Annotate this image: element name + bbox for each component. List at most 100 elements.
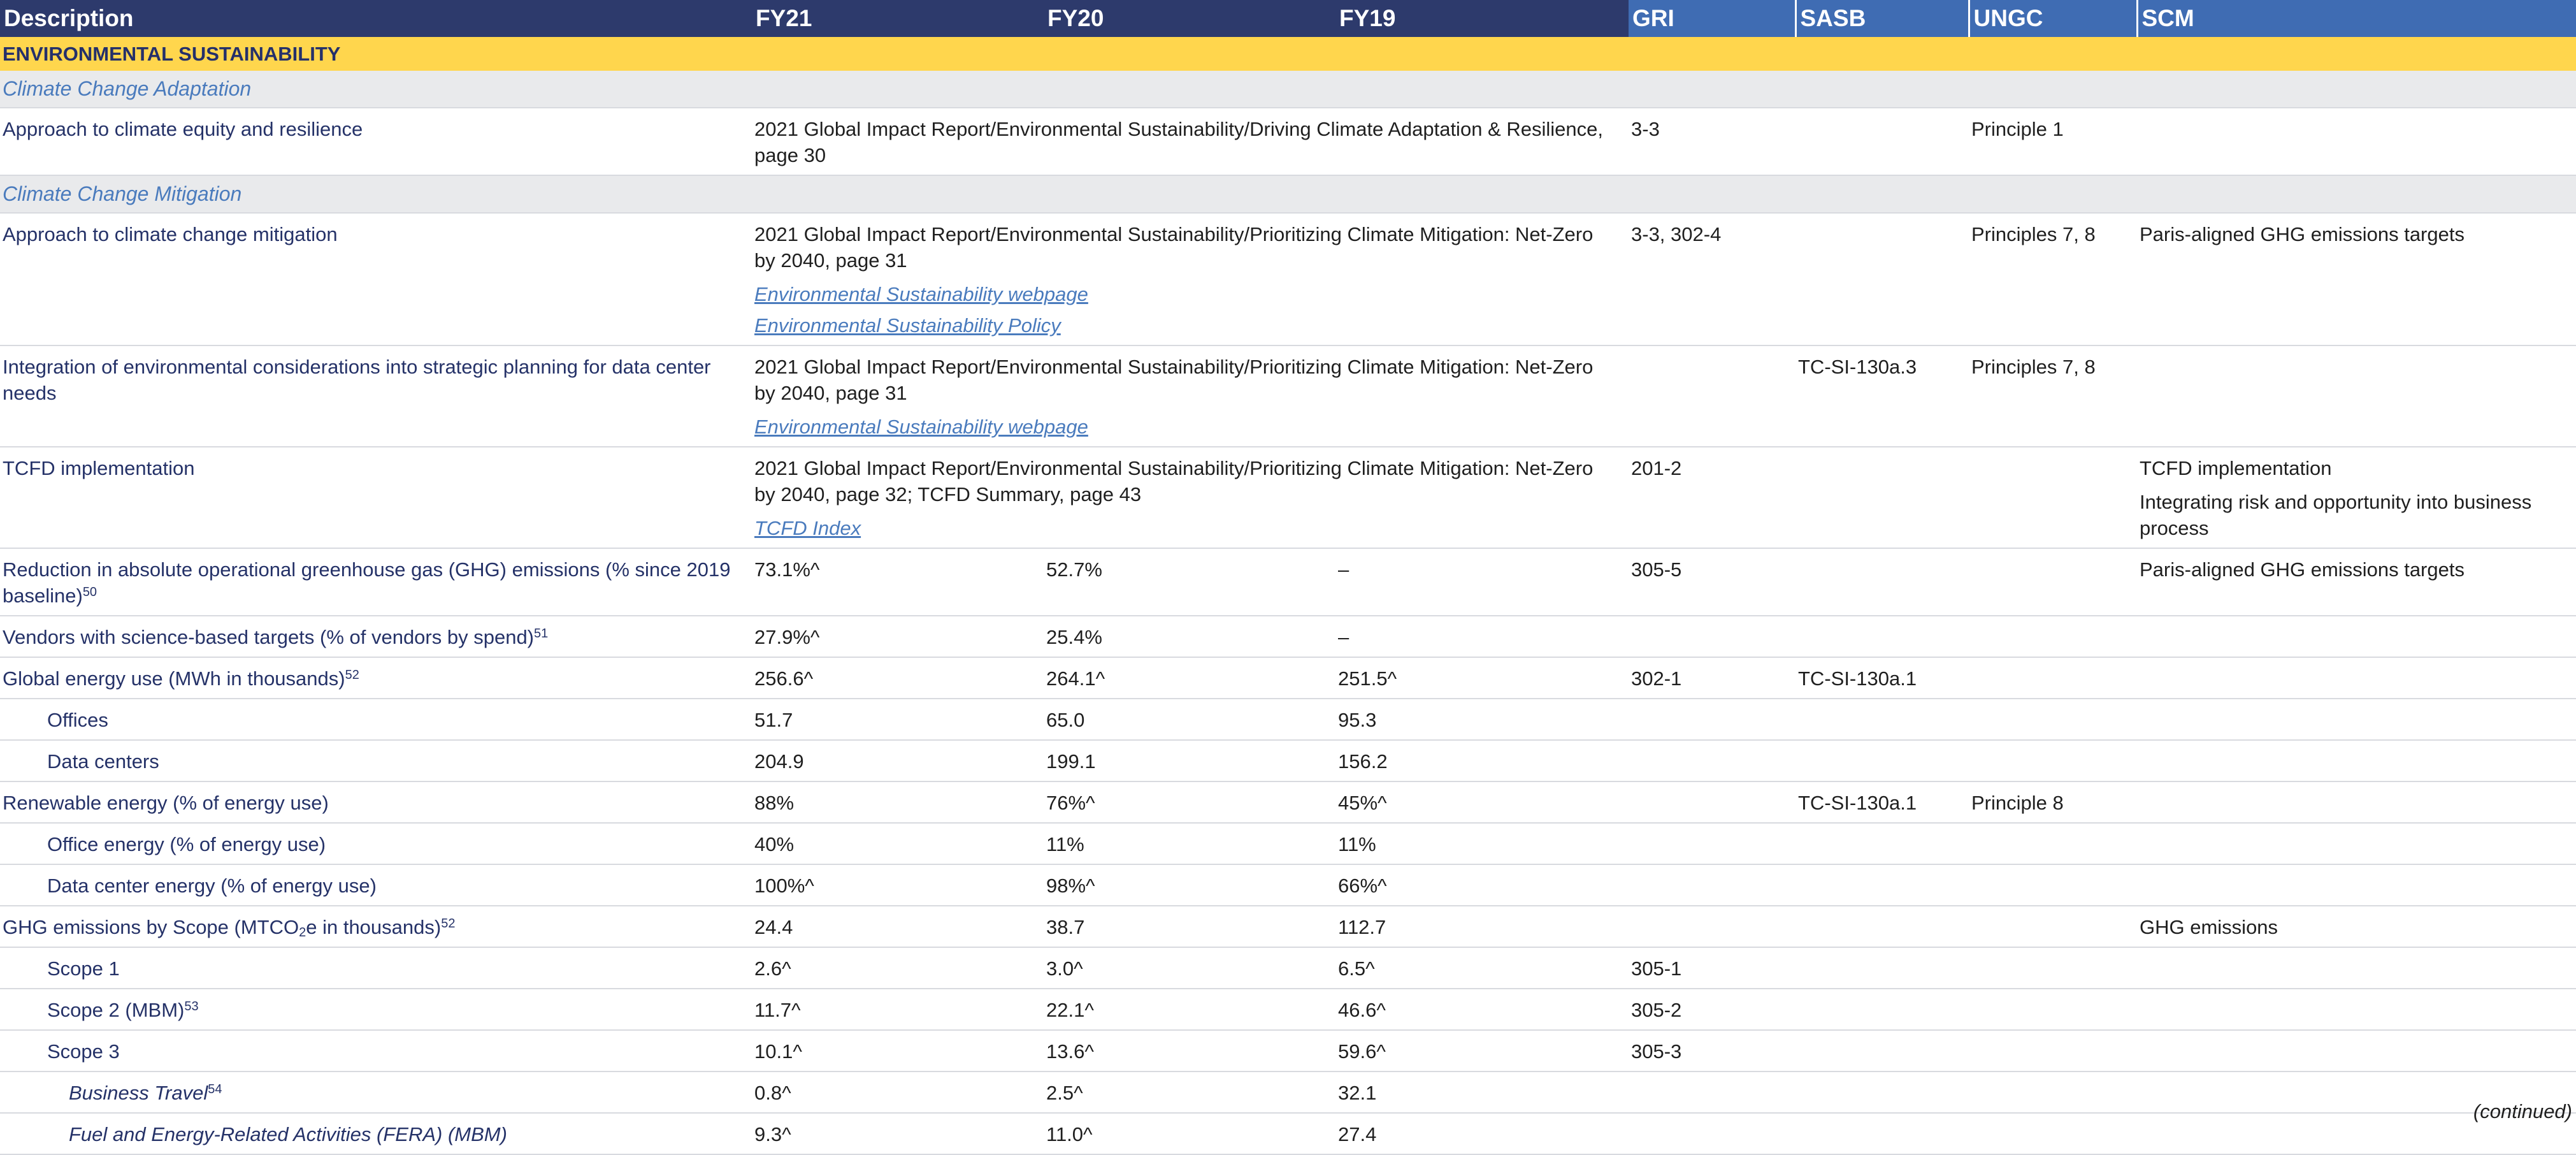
row-description: Fuel and Energy-Related Activities (FERA… xyxy=(0,1113,752,1154)
tcfd-index-link[interactable]: TCFD Index xyxy=(754,515,1613,541)
header-ungc: UNGC xyxy=(1969,0,2137,37)
header-description: Description xyxy=(0,0,752,37)
table-row: Fuel and Energy-Related Activities (FERA… xyxy=(0,1113,2576,1154)
value-fy20: 25.4% xyxy=(1044,616,1335,657)
row-scm-cell: TCFD implementation Integrating risk and… xyxy=(2137,447,2576,548)
footnote-ref: 50 xyxy=(83,585,97,599)
value-fy21: 40% xyxy=(752,823,1044,864)
environmental-sustainability-policy-link[interactable]: Environmental Sustainability Policy xyxy=(754,312,1613,338)
value-fy21: 24.4 xyxy=(752,906,1044,947)
continued-note: (continued) xyxy=(2473,1100,2572,1123)
value-fy21: 256.6^ xyxy=(752,657,1044,699)
row-ungc xyxy=(1969,548,2137,616)
row-description-cell: Reduction in absolute operational greenh… xyxy=(0,548,752,616)
table-row: TCFD implementation 2021 Global Impact R… xyxy=(0,447,2576,548)
value-fy20: 65.0 xyxy=(1044,699,1335,740)
value-fy20: 11.0^ xyxy=(1044,1113,1335,1154)
row-description: Data center energy (% of energy use) xyxy=(0,864,752,906)
table-row: Reduction in absolute operational greenh… xyxy=(0,548,2576,616)
value-fy21: 73.1%^ xyxy=(752,548,1044,616)
header-fy20: FY20 xyxy=(1044,0,1335,37)
value-fy20: 199.1 xyxy=(1044,740,1335,781)
row-description-tail: e in thousands) xyxy=(306,916,441,938)
footnote-ref: 54 xyxy=(208,1082,222,1096)
value-fy19: – xyxy=(1335,548,1629,616)
row-gri: 3-3 xyxy=(1629,108,1795,175)
row-gri: 305-3 xyxy=(1629,1030,1795,1071)
footnote-ref: 52 xyxy=(345,668,359,682)
row-description: Integration of environmental considerati… xyxy=(0,345,752,447)
subsection-row: Climate Change Adaptation xyxy=(0,71,2576,108)
table-row: Approach to climate change mitigation 20… xyxy=(0,213,2576,345)
header-sasb: SASB xyxy=(1795,0,1969,37)
row-ungc xyxy=(1969,447,2137,548)
row-description: Scope 1 xyxy=(0,947,752,989)
row-sasb xyxy=(1795,108,1969,175)
value-fy19: – xyxy=(1335,616,1629,657)
footnote-ref: 53 xyxy=(184,999,198,1013)
row-description: Business Travel xyxy=(69,1082,208,1104)
value-fy21: 100%^ xyxy=(752,864,1044,906)
row-description: Vendors with science-based targets (% of… xyxy=(3,626,534,648)
row-description-cell: Global energy use (MWh in thousands)52 xyxy=(0,657,752,699)
row-reference: 2021 Global Impact Report/Environmental … xyxy=(754,455,1613,507)
value-fy21: 27.9%^ xyxy=(752,616,1044,657)
row-description: Office energy (% of energy use) xyxy=(0,823,752,864)
row-scm: Paris-aligned GHG emissions targets xyxy=(2137,213,2576,345)
table-row: GHG emissions by Scope (MTCO2e in thousa… xyxy=(0,906,2576,947)
value-fy20: 11% xyxy=(1044,823,1335,864)
value-fy21: 2.6^ xyxy=(752,947,1044,989)
value-fy21: 9.3^ xyxy=(752,1113,1044,1154)
value-fy21: 88% xyxy=(752,781,1044,823)
table-row: Scope 3 10.1^ 13.6^ 59.6^ 305-3 xyxy=(0,1030,2576,1071)
row-sasb xyxy=(1795,213,1969,345)
row-reference: 2021 Global Impact Report/Environmental … xyxy=(754,221,1613,273)
value-fy21: 10.1^ xyxy=(752,1030,1044,1071)
table-row: Offices 51.7 65.0 95.3 xyxy=(0,699,2576,740)
row-gri: 201-2 xyxy=(1629,447,1795,548)
value-fy20: 13.6^ xyxy=(1044,1030,1335,1071)
row-scm: GHG emissions xyxy=(2137,906,2576,947)
header-fy21: FY21 xyxy=(752,0,1044,37)
row-description: Global energy use (MWh in thousands) xyxy=(3,667,345,690)
row-description-cell: Vendors with science-based targets (% of… xyxy=(0,616,752,657)
value-fy20: 38.7 xyxy=(1044,906,1335,947)
table-row: Scope 2 (MBM)53 11.7^ 22.1^ 46.6^ 305-2 xyxy=(0,989,2576,1030)
row-sasb: TC-SI-130a.3 xyxy=(1795,345,1969,447)
value-fy20: 264.1^ xyxy=(1044,657,1335,699)
header-scm: SCM xyxy=(2137,0,2576,37)
row-scm xyxy=(2137,108,2576,175)
environmental-sustainability-webpage-link[interactable]: Environmental Sustainability webpage xyxy=(754,414,1613,440)
row-ungc: Principle 1 xyxy=(1969,108,2137,175)
value-fy20: 3.0^ xyxy=(1044,947,1335,989)
value-fy19: 112.7 xyxy=(1335,906,1629,947)
row-sasb xyxy=(1795,548,1969,616)
row-description-cell: Scope 2 (MBM)53 xyxy=(0,989,752,1030)
environmental-sustainability-webpage-link[interactable]: Environmental Sustainability webpage xyxy=(754,281,1613,307)
table-row: Vendors with science-based targets (% of… xyxy=(0,616,2576,657)
value-fy19: 27.4 xyxy=(1335,1113,1629,1154)
value-fy21: 11.7^ xyxy=(752,989,1044,1030)
section-row: ENVIRONMENTAL SUSTAINABILITY xyxy=(0,37,2576,71)
value-fy19: 6.5^ xyxy=(1335,947,1629,989)
row-ungc: Principles 7, 8 xyxy=(1969,345,2137,447)
table-row: Office energy (% of energy use) 40% 11% … xyxy=(0,823,2576,864)
value-fy19: 46.6^ xyxy=(1335,989,1629,1030)
value-fy19: 156.2 xyxy=(1335,740,1629,781)
table-row: Integration of environmental considerati… xyxy=(0,345,2576,447)
row-scm: Paris-aligned GHG emissions targets xyxy=(2137,548,2576,616)
row-description-cell: GHG emissions by Scope (MTCO2e in thousa… xyxy=(0,906,752,947)
row-sasb: TC-SI-130a.1 xyxy=(1795,657,1969,699)
footnote-ref: 51 xyxy=(534,627,548,641)
row-description: Scope 2 (MBM) xyxy=(47,999,184,1021)
table-header-row: Description FY21 FY20 FY19 GRI SASB UNGC… xyxy=(0,0,2576,37)
table-row: Global energy use (MWh in thousands)52 2… xyxy=(0,657,2576,699)
subsection-row: Climate Change Mitigation xyxy=(0,175,2576,213)
value-fy21: 0.8^ xyxy=(752,1071,1044,1113)
table-row: Scope 1 2.6^ 3.0^ 6.5^ 305-1 xyxy=(0,947,2576,989)
row-scm xyxy=(2137,345,2576,447)
table-row: Renewable energy (% of energy use) 88% 7… xyxy=(0,781,2576,823)
value-fy21: 204.9 xyxy=(752,740,1044,781)
row-description-cell: Business Travel54 xyxy=(0,1071,752,1113)
value-fy19: 95.3 xyxy=(1335,699,1629,740)
